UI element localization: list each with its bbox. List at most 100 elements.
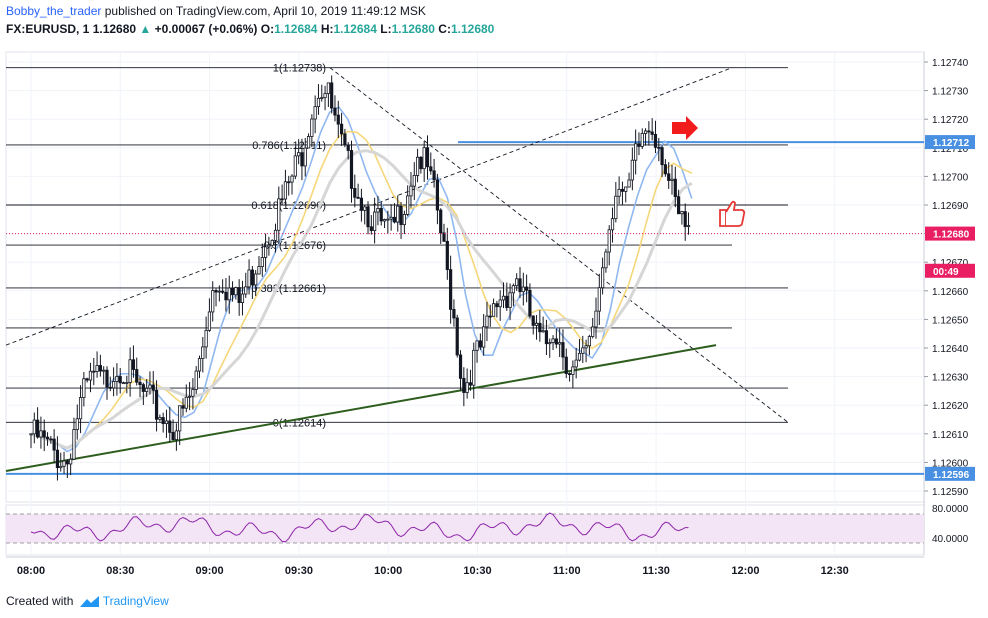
candle-body[interactable] [498, 299, 502, 308]
candle-body[interactable] [131, 359, 136, 370]
candle-body[interactable] [154, 389, 159, 420]
candle-body[interactable] [399, 205, 403, 226]
candle-body[interactable] [597, 287, 601, 312]
candle-body[interactable] [366, 206, 370, 228]
candle-body[interactable] [105, 369, 109, 388]
candle-body[interactable] [614, 195, 618, 220]
candle-body[interactable] [452, 308, 456, 319]
x-tick-label[interactable]: 09:00 [196, 565, 224, 577]
candle-body[interactable] [548, 342, 552, 345]
candle-body[interactable] [495, 303, 499, 308]
candle-body[interactable] [263, 246, 268, 258]
candle-body[interactable] [313, 106, 317, 120]
x-tick-label[interactable]: 09:30 [285, 565, 313, 577]
candle-body[interactable] [686, 225, 691, 228]
candle-body[interactable] [521, 286, 525, 293]
candle-body[interactable] [164, 420, 169, 425]
candle-body[interactable] [82, 378, 86, 398]
candle-body[interactable] [36, 419, 40, 438]
candle-body[interactable] [607, 229, 611, 253]
candle-body[interactable] [359, 197, 364, 211]
candle-body[interactable] [584, 345, 588, 349]
candle-body[interactable] [204, 329, 208, 348]
candle-body[interactable] [125, 382, 129, 384]
candle-body[interactable] [478, 340, 482, 348]
x-tick-label[interactable]: 08:00 [17, 565, 45, 577]
candle-body[interactable] [244, 286, 248, 295]
candle-body[interactable] [369, 226, 373, 231]
candle-body[interactable] [29, 433, 33, 436]
candle-body[interactable] [75, 418, 79, 430]
candle-body[interactable] [181, 405, 185, 409]
candle-body[interactable] [85, 378, 89, 381]
candle-body[interactable] [135, 369, 139, 383]
candle-body[interactable] [42, 430, 46, 438]
candle-body[interactable] [250, 269, 254, 286]
candle-body[interactable] [161, 417, 165, 425]
candle-body[interactable] [187, 395, 192, 398]
candle-body[interactable] [574, 359, 578, 368]
candle-body[interactable] [270, 239, 274, 246]
candle-body[interactable] [95, 365, 99, 372]
candle-body[interactable] [601, 267, 605, 289]
candle-body[interactable] [419, 156, 423, 170]
candle-body[interactable] [409, 185, 413, 197]
candle-body[interactable] [55, 449, 60, 469]
candle-body[interactable] [551, 338, 555, 344]
candle-body[interactable] [267, 244, 271, 248]
candle-body[interactable] [363, 206, 367, 211]
candle-body[interactable] [102, 369, 106, 372]
candle-body[interactable] [290, 175, 294, 183]
candle-body[interactable] [435, 179, 440, 211]
candle-body[interactable] [260, 257, 264, 268]
candle-body[interactable] [92, 370, 96, 373]
candle-body[interactable] [69, 458, 73, 465]
candle-body[interactable] [72, 429, 76, 460]
candle-body[interactable] [505, 295, 509, 308]
author-link[interactable]: Bobby_the_trader [6, 4, 102, 18]
candle-body[interactable] [667, 173, 671, 181]
candle-body[interactable] [373, 211, 377, 231]
candle-body[interactable] [412, 175, 416, 187]
candle-body[interactable] [171, 431, 175, 441]
x-tick-label[interactable]: 10:30 [463, 565, 491, 577]
candle-body[interactable] [670, 178, 674, 181]
candle-body[interactable] [174, 430, 178, 441]
candle-body[interactable] [257, 266, 261, 275]
candle-body[interactable] [677, 196, 681, 215]
candle-body[interactable] [333, 107, 337, 116]
candle-body[interactable] [511, 285, 515, 294]
candle-body[interactable] [541, 330, 545, 333]
candle-body[interactable] [178, 405, 182, 432]
candle-body[interactable] [247, 269, 251, 288]
candle-body[interactable] [594, 310, 598, 328]
candle-body[interactable] [581, 347, 585, 354]
candle-body[interactable] [653, 134, 658, 148]
candle-body[interactable] [475, 340, 479, 351]
candle-body[interactable] [197, 358, 202, 372]
candle-body[interactable] [462, 377, 466, 393]
channel-upper-dashed[interactable] [5, 67, 733, 346]
candle-body[interactable] [145, 387, 149, 392]
candle-body[interactable] [630, 159, 634, 181]
candle-body[interactable] [98, 365, 102, 372]
candle-body[interactable] [422, 147, 426, 170]
candle-body[interactable] [118, 376, 122, 384]
candle-body[interactable] [138, 381, 142, 386]
candle-body[interactable] [191, 389, 195, 397]
candle-body[interactable] [227, 287, 231, 301]
candle-body[interactable] [587, 336, 591, 347]
candle-body[interactable] [128, 359, 132, 383]
candle-body[interactable] [356, 196, 360, 199]
candle-body[interactable] [62, 460, 66, 467]
candle-body[interactable] [303, 147, 307, 167]
candle-body[interactable] [320, 97, 324, 100]
candle-body[interactable] [429, 166, 433, 172]
candle-body[interactable] [283, 181, 288, 200]
candle-body[interactable] [121, 382, 126, 385]
candle-body[interactable] [442, 232, 446, 242]
candle-body[interactable] [254, 273, 258, 286]
candle-body[interactable] [237, 287, 241, 304]
candle-body[interactable] [554, 338, 558, 345]
